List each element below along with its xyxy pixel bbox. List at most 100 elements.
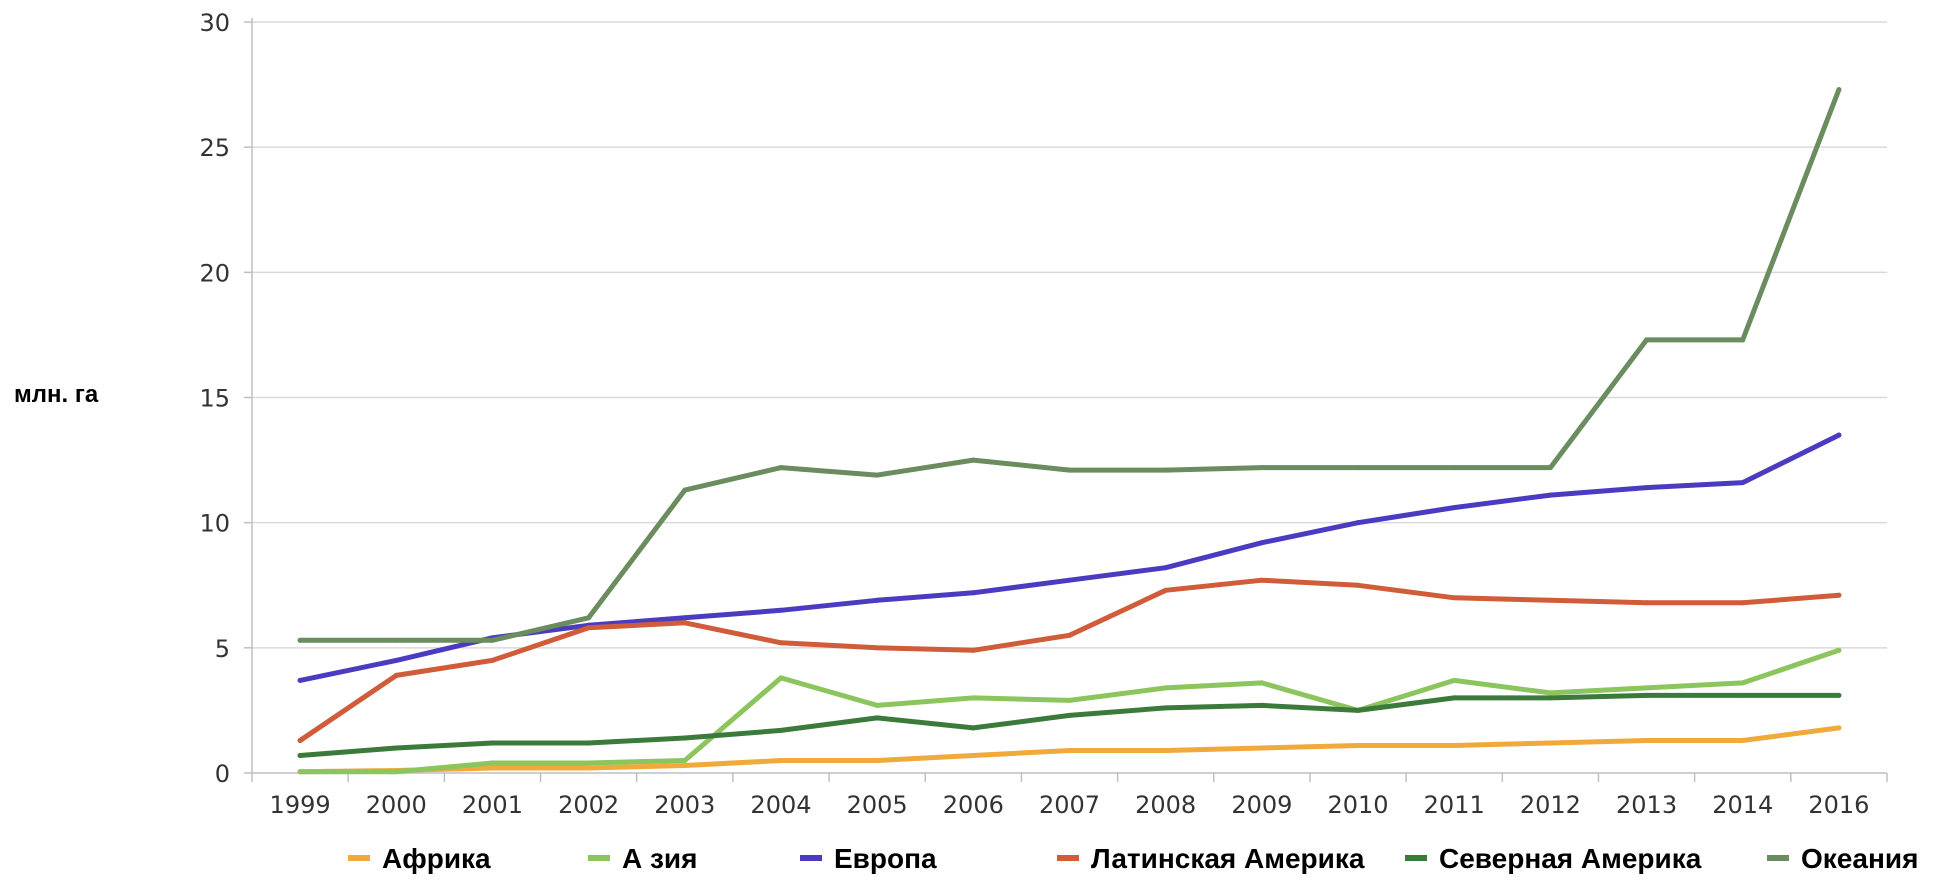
grid-lines — [252, 21, 1887, 649]
data-point — [1547, 690, 1553, 696]
data-point — [682, 757, 688, 763]
x-tick-label: 2016 — [1808, 791, 1869, 819]
data-point — [489, 637, 495, 643]
x-tick-label: 2000 — [366, 791, 427, 819]
data-point — [1163, 467, 1169, 473]
data-point — [1836, 432, 1842, 438]
data-point — [297, 677, 303, 683]
x-tick-label: 1999 — [270, 791, 331, 819]
data-point — [682, 487, 688, 493]
legend-label: Северная Америка — [1439, 843, 1702, 874]
data-point — [1355, 465, 1361, 471]
data-point — [1067, 747, 1072, 753]
x-tick-label: 2009 — [1231, 791, 1292, 819]
data-point — [1259, 577, 1265, 583]
legend: Африка А зия Европа Латинская Америка Северн… — [348, 843, 1918, 874]
data-point — [778, 465, 784, 471]
data-point — [1163, 565, 1169, 571]
data-point — [682, 735, 688, 741]
data-point — [586, 615, 592, 621]
data-point — [489, 760, 495, 766]
data-point — [1740, 600, 1746, 606]
data-point — [1740, 337, 1746, 343]
data-point — [1451, 465, 1457, 471]
y-tick-label: 25 — [199, 134, 230, 162]
legend-label: А зия — [622, 843, 697, 874]
data-point — [1451, 677, 1457, 683]
data-point — [1547, 492, 1553, 498]
data-point — [1163, 747, 1169, 753]
data-point — [1163, 685, 1169, 691]
data-point — [586, 740, 592, 746]
data-point — [1836, 647, 1842, 653]
x-tick-label: 2003 — [654, 791, 715, 819]
data-point — [682, 762, 688, 768]
x-tick-label: 2005 — [847, 791, 908, 819]
legend-label: Латинская Америка — [1091, 843, 1365, 874]
data-point — [1451, 742, 1457, 748]
y-tick-label: 10 — [199, 510, 230, 538]
data-point — [1067, 467, 1072, 473]
data-point — [874, 757, 880, 763]
data-point — [970, 590, 976, 596]
data-point — [1644, 337, 1650, 343]
x-tick-label: 2013 — [1616, 791, 1677, 819]
data-point — [1259, 465, 1265, 471]
data-point — [1355, 707, 1361, 713]
data-point — [1740, 680, 1746, 686]
data-point — [489, 740, 495, 746]
data-point — [1355, 742, 1361, 748]
data-point — [970, 457, 976, 463]
data-point — [1451, 695, 1457, 701]
data-point — [1451, 505, 1457, 511]
data-point — [1644, 692, 1650, 698]
x-tick-label: 2001 — [462, 791, 523, 819]
legend-label: Европа — [834, 843, 937, 874]
data-point — [1644, 485, 1650, 491]
x-tick-label: 2004 — [750, 791, 811, 819]
series-lines — [297, 87, 1842, 775]
data-point — [970, 695, 976, 701]
data-point — [297, 752, 303, 758]
data-point — [393, 637, 399, 643]
data-point — [1355, 520, 1361, 526]
legend-label: Африка — [382, 843, 491, 874]
data-point — [297, 769, 303, 775]
data-point — [1740, 737, 1746, 743]
data-point — [393, 672, 399, 678]
data-point — [393, 769, 399, 775]
data-point — [297, 737, 303, 743]
data-point — [1547, 465, 1553, 471]
data-point — [874, 472, 880, 478]
data-point — [1740, 692, 1746, 698]
y-tick-label: 0 — [215, 760, 230, 788]
data-point — [970, 647, 976, 653]
data-point — [1644, 685, 1650, 691]
data-point — [393, 657, 399, 663]
data-point — [1547, 695, 1553, 701]
data-point — [393, 745, 399, 751]
data-point — [1163, 705, 1169, 711]
data-point — [1067, 632, 1072, 638]
data-point — [586, 760, 592, 766]
data-point — [586, 765, 592, 771]
data-point — [874, 645, 880, 651]
data-point — [1547, 597, 1553, 603]
data-point — [874, 597, 880, 603]
data-point — [778, 640, 784, 646]
data-point — [970, 752, 976, 758]
data-point — [1259, 680, 1265, 686]
y-axis-label: млн. га — [14, 381, 99, 408]
data-point — [778, 675, 784, 681]
series-line — [297, 647, 1842, 775]
data-point — [1740, 480, 1746, 486]
x-tick-label: 2007 — [1039, 791, 1100, 819]
data-point — [1067, 712, 1072, 718]
x-tick-label: 2011 — [1424, 791, 1485, 819]
x-tick-label: 2012 — [1520, 791, 1581, 819]
data-point — [1067, 577, 1072, 583]
data-point — [1259, 745, 1265, 751]
axes: 0 5 10 15 20 25 30 1999 2000 2001 2002 2003 2004 2005… — [199, 9, 1888, 819]
x-tick-label: 2010 — [1327, 791, 1388, 819]
